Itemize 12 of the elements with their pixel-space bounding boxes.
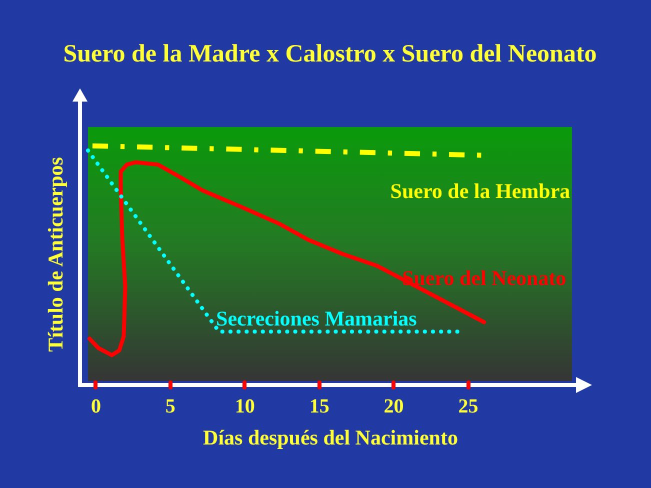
series-label: Suero de la Hembra bbox=[390, 179, 571, 204]
series-label: Suero del Neonato bbox=[402, 266, 566, 290]
x-tick-label: 15 bbox=[309, 396, 330, 418]
y-axis-title: Título de Anticuerpos bbox=[44, 157, 68, 352]
x-axis-title: Días después del Nacimiento bbox=[203, 426, 458, 450]
x-tick-label: 5 bbox=[165, 396, 176, 418]
series-label: Secreciones Mamarias bbox=[216, 306, 417, 331]
x-tick-label: 20 bbox=[384, 396, 404, 418]
x-tick-label: 0 bbox=[90, 396, 101, 418]
x-tick-label: 10 bbox=[234, 396, 255, 418]
x-tick-label: 25 bbox=[458, 396, 478, 418]
chart-title: Suero de la Madre x Calostro x Suero del Neonato bbox=[63, 40, 597, 68]
